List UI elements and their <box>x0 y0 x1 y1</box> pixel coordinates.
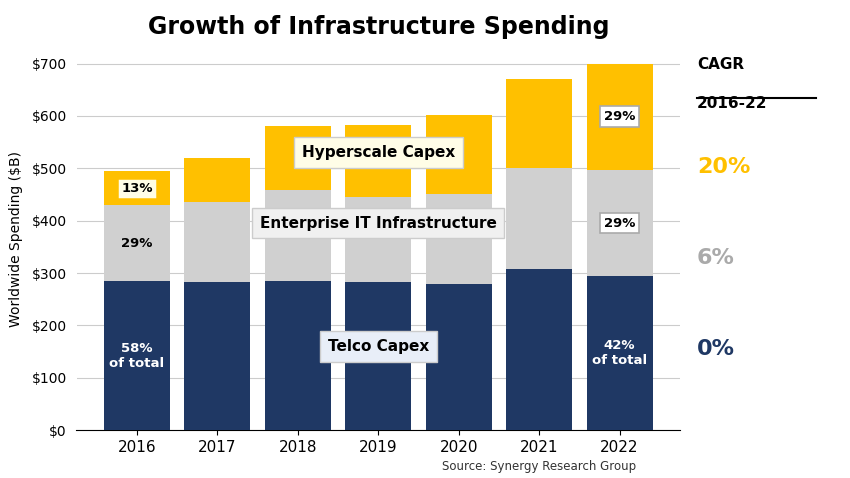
Bar <box>586 64 653 170</box>
Text: 13%: 13% <box>122 182 153 195</box>
Bar <box>265 281 331 430</box>
Bar <box>586 276 653 430</box>
Bar <box>184 202 251 282</box>
Text: 0%: 0% <box>697 339 735 359</box>
Text: 6%: 6% <box>697 248 735 268</box>
Text: Hyperscale Capex: Hyperscale Capex <box>302 145 455 160</box>
Text: 29%: 29% <box>604 217 635 229</box>
Title: Growth of Infrastructure Spending: Growth of Infrastructure Spending <box>148 15 609 39</box>
Bar <box>265 126 331 190</box>
Bar <box>426 115 491 195</box>
Bar <box>104 171 170 206</box>
Bar <box>426 195 491 283</box>
Text: 2016-22: 2016-22 <box>697 96 768 110</box>
Text: 20%: 20% <box>697 157 751 177</box>
Bar <box>265 190 331 281</box>
Text: CAGR: CAGR <box>697 57 744 72</box>
Bar <box>184 158 251 202</box>
Bar <box>506 79 572 168</box>
Text: Telco Capex: Telco Capex <box>327 339 429 354</box>
Y-axis label: Worldwide Spending ($B): Worldwide Spending ($B) <box>9 151 23 327</box>
Bar <box>104 281 170 430</box>
Bar <box>184 282 251 430</box>
Text: 58%
of total: 58% of total <box>110 342 165 369</box>
Text: Source: Synergy Research Group: Source: Synergy Research Group <box>442 460 636 473</box>
Bar <box>345 125 411 196</box>
Text: 29%: 29% <box>122 237 153 250</box>
Text: 42%
of total: 42% of total <box>592 339 647 367</box>
Text: Enterprise IT Infrastructure: Enterprise IT Infrastructure <box>260 216 496 231</box>
Bar <box>345 196 411 282</box>
Bar <box>104 206 170 281</box>
Bar <box>506 168 572 269</box>
Bar <box>345 282 411 430</box>
Bar <box>506 269 572 430</box>
Bar <box>586 170 653 276</box>
Bar <box>426 283 491 430</box>
Text: 29%: 29% <box>604 110 635 123</box>
